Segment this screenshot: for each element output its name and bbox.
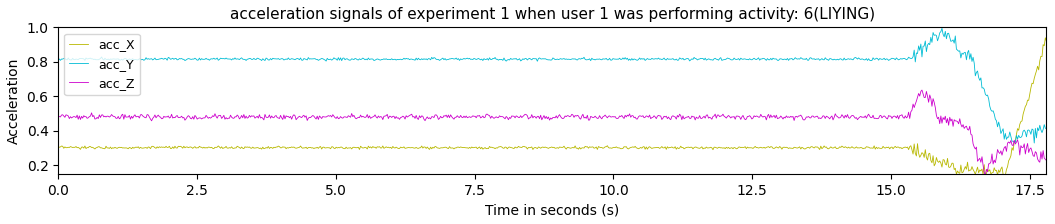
X-axis label: Time in seconds (s): Time in seconds (s) bbox=[485, 203, 619, 217]
acc_X bbox=[994, 171, 1006, 174]
acc_X bbox=[1025, 82, 1038, 84]
acc_Z bbox=[404, 114, 417, 116]
acc_X bbox=[376, 146, 388, 149]
acc_Z bbox=[979, 174, 992, 177]
Line: acc_X: acc_X bbox=[58, 38, 1047, 176]
acc_Z bbox=[995, 149, 1008, 152]
acc_X bbox=[404, 146, 417, 149]
acc_X bbox=[108, 147, 120, 150]
acc_Y bbox=[1028, 142, 1040, 144]
acc_X bbox=[52, 145, 64, 148]
acc_Z bbox=[1027, 154, 1039, 157]
acc_Z bbox=[1040, 159, 1053, 162]
Y-axis label: Acceleration: Acceleration bbox=[7, 57, 21, 144]
Line: acc_Y: acc_Y bbox=[58, 28, 1047, 143]
acc_Y bbox=[1025, 128, 1038, 130]
acc_X bbox=[979, 175, 992, 177]
acc_Y bbox=[404, 58, 417, 60]
Title: acceleration signals of experiment 1 when user 1 was performing activity: 6(LIYI: acceleration signals of experiment 1 whe… bbox=[230, 7, 875, 22]
acc_Y bbox=[994, 125, 1006, 128]
acc_X bbox=[356, 146, 368, 149]
acc_Y bbox=[376, 58, 388, 61]
acc_Y bbox=[936, 27, 948, 30]
acc_Y bbox=[52, 58, 64, 61]
Line: acc_Z: acc_Z bbox=[58, 90, 1047, 175]
acc_Y bbox=[1040, 127, 1053, 130]
acc_Y bbox=[356, 58, 368, 60]
acc_Z bbox=[376, 116, 388, 118]
acc_Z bbox=[52, 114, 64, 117]
acc_Z bbox=[916, 89, 928, 91]
acc_X bbox=[1039, 37, 1052, 39]
acc_Y bbox=[108, 58, 120, 60]
acc_Z bbox=[108, 115, 120, 118]
Legend: acc_X, acc_Y, acc_Z: acc_X, acc_Y, acc_Z bbox=[64, 34, 140, 95]
acc_X bbox=[1040, 40, 1053, 43]
acc_Z bbox=[356, 116, 368, 118]
